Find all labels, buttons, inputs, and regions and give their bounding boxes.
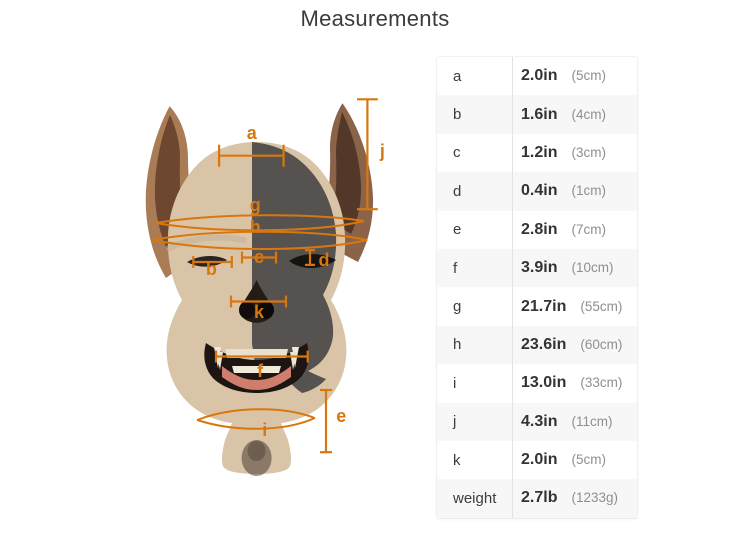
svg-text:b: b bbox=[206, 259, 217, 279]
svg-text:c: c bbox=[254, 247, 264, 267]
svg-text:g: g bbox=[250, 195, 261, 215]
svg-text:d: d bbox=[319, 250, 330, 270]
svg-text:j: j bbox=[379, 141, 385, 161]
svg-text:h: h bbox=[250, 217, 261, 237]
svg-text:f: f bbox=[257, 361, 264, 381]
svg-text:e: e bbox=[336, 406, 346, 426]
svg-text:i: i bbox=[262, 420, 267, 440]
svg-text:a: a bbox=[247, 123, 258, 143]
svg-text:k: k bbox=[254, 302, 265, 322]
